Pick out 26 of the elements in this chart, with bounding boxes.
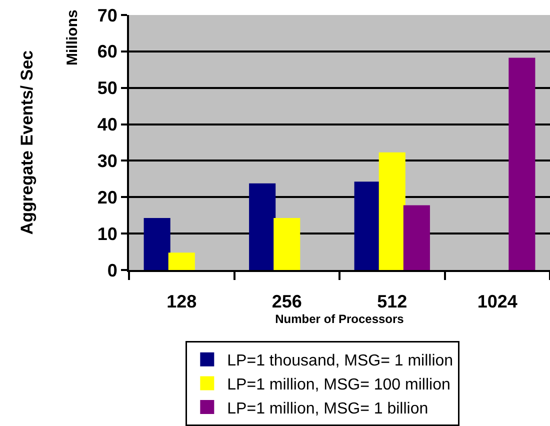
bar	[249, 183, 276, 270]
bar	[274, 218, 300, 270]
y-tick-label: 0	[107, 260, 118, 280]
y-axis-title: Aggregate Events/ Sec	[17, 50, 36, 235]
y-tick-label: 70	[97, 5, 118, 26]
x-axis-title: Number of Processors	[275, 312, 404, 326]
y-tick-label: 50	[97, 78, 118, 98]
bar	[168, 252, 195, 270]
x-tick-label: 256	[272, 292, 302, 312]
y-tick-label: 60	[97, 42, 118, 62]
bar	[508, 58, 536, 270]
y-tick-label: 20	[97, 187, 118, 208]
bar	[403, 205, 430, 270]
y-tick-label: 30	[97, 151, 118, 172]
bar	[378, 152, 406, 270]
legend-label: LP=1 thousand, MSG= 1 million	[227, 352, 454, 370]
x-tick-label: 128	[166, 292, 197, 312]
y-tick-label: 10	[97, 224, 118, 244]
bar	[144, 218, 170, 270]
bar	[354, 182, 381, 270]
legend-label: LP=1 million, MSG= 100 million	[227, 376, 450, 394]
text: Millions	[64, 10, 81, 66]
x-tick-label: 512	[377, 292, 408, 312]
legend-label: LP=1 million, MSG= 1 billion	[227, 400, 428, 418]
x-tick-label: 1024	[477, 292, 518, 312]
y-tick-label: 40	[97, 114, 118, 135]
